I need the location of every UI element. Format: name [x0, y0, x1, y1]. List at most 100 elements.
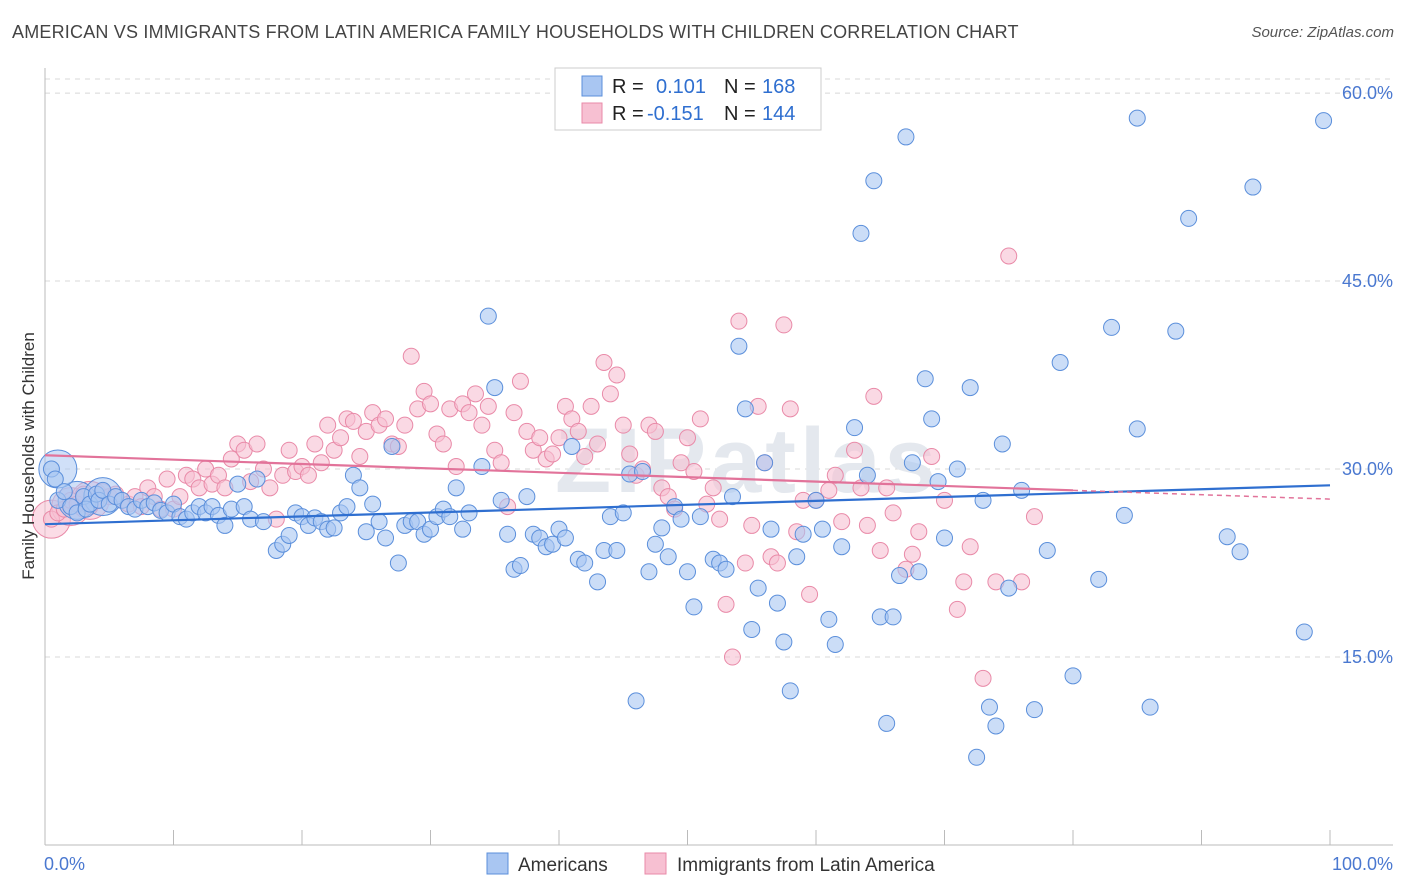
immigrant-point: [884, 504, 902, 522]
american-point: [383, 437, 401, 455]
immigrant-point: [479, 397, 497, 415]
american-point: [454, 520, 472, 538]
american-point: [499, 525, 517, 543]
american-point: [691, 508, 709, 526]
x-tick-label-min: 0.0%: [44, 854, 85, 874]
american-point: [1218, 528, 1236, 546]
trend-line-extension: [1072, 489, 1331, 500]
american-point: [1013, 481, 1031, 499]
american-point: [511, 557, 529, 575]
immigrant-point: [621, 445, 639, 463]
trend-line-americans: [44, 484, 1331, 526]
stats-swatch-americans: [581, 75, 603, 97]
immigrant-point: [871, 541, 889, 559]
american-point: [556, 529, 574, 547]
american-point: [563, 437, 581, 455]
american-point: [473, 458, 491, 476]
american-point: [589, 573, 607, 591]
legend-swatch-americans: [486, 852, 509, 875]
american-point: [357, 523, 375, 541]
immigrant-point: [261, 479, 279, 497]
immigrant-point: [961, 538, 979, 556]
american-point: [1167, 322, 1185, 340]
american-point: [987, 717, 1005, 735]
american-point: [968, 748, 986, 766]
immigrant-point: [473, 416, 491, 434]
immigrant-point: [801, 585, 819, 603]
y-tick-label: 60.0%: [1342, 83, 1393, 103]
immigrant-point: [743, 516, 761, 534]
american-point: [1000, 579, 1018, 597]
stats-n-label-immigrants: N =: [724, 103, 756, 125]
immigrant-point: [544, 445, 562, 463]
y-tick-label: 45.0%: [1342, 271, 1393, 291]
immigrant-point: [312, 454, 330, 472]
immigrant-point: [704, 479, 722, 497]
american-point: [460, 504, 478, 522]
stats-r-value-immigrants: -0.151: [647, 103, 704, 125]
stats-n-value-americans: 168: [762, 76, 795, 98]
immigrant-point: [910, 523, 928, 541]
american-point: [627, 692, 645, 710]
immigrant-point: [948, 600, 966, 618]
american-point: [1315, 112, 1333, 130]
immigrant-point: [306, 435, 324, 453]
american-point: [679, 563, 696, 581]
american-point: [634, 463, 652, 481]
american-point: [730, 337, 748, 355]
immigrant-point: [955, 573, 973, 591]
american-point: [659, 548, 677, 566]
american-point: [749, 579, 767, 597]
american-point: [794, 525, 812, 543]
american-point: [479, 307, 497, 325]
scatter-points: [31, 109, 1333, 766]
trend-line-immigrants: [44, 454, 1074, 492]
immigrant-point: [248, 435, 266, 453]
trend-lines: [44, 454, 1331, 526]
y-tick-label: 30.0%: [1342, 459, 1393, 479]
american-point: [370, 513, 388, 531]
american-point: [936, 529, 953, 547]
american-point: [55, 483, 73, 501]
american-point: [833, 538, 851, 556]
immigrant-point: [402, 347, 420, 365]
american-point: [672, 510, 690, 528]
american-point: [576, 554, 594, 572]
american-point: [923, 410, 941, 428]
immigrant-point: [466, 385, 484, 403]
immigrant-point: [319, 416, 337, 434]
american-point: [961, 379, 979, 397]
immigrant-point: [569, 422, 587, 440]
american-point: [891, 567, 909, 585]
immigrant-point: [723, 648, 741, 666]
chart-title: AMERICAN VS IMMIGRANTS FROM LATIN AMERIC…: [12, 22, 1019, 42]
immigrant-point: [878, 479, 896, 497]
american-point: [775, 633, 793, 651]
american-point: [248, 470, 266, 488]
american-point: [788, 548, 806, 566]
immigrant-point: [974, 669, 992, 687]
american-point: [1051, 354, 1069, 372]
american-point: [756, 454, 774, 472]
immigrant-point: [550, 429, 568, 447]
american-point: [1115, 506, 1133, 524]
immigrant-point: [775, 316, 793, 334]
immigrant-point: [903, 545, 921, 563]
american-point: [216, 516, 234, 534]
american-point: [1128, 420, 1146, 438]
american-point: [929, 473, 947, 491]
immigrant-point: [222, 450, 240, 468]
stats-box: R = 0.101 N = 168 R = -0.151 N = 144: [554, 67, 822, 131]
american-point: [717, 560, 735, 578]
american-point: [280, 526, 298, 544]
immigrant-point: [460, 404, 478, 422]
american-point: [813, 520, 831, 538]
american-point: [858, 466, 876, 484]
immigrant-point: [768, 554, 786, 572]
american-point: [910, 563, 928, 581]
immigrant-point: [589, 435, 607, 453]
immigrant-point: [858, 516, 876, 534]
immigrant-point: [672, 454, 690, 472]
legend-label-immigrants: Immigrants from Latin America: [677, 855, 935, 876]
immigrant-point: [736, 554, 754, 572]
